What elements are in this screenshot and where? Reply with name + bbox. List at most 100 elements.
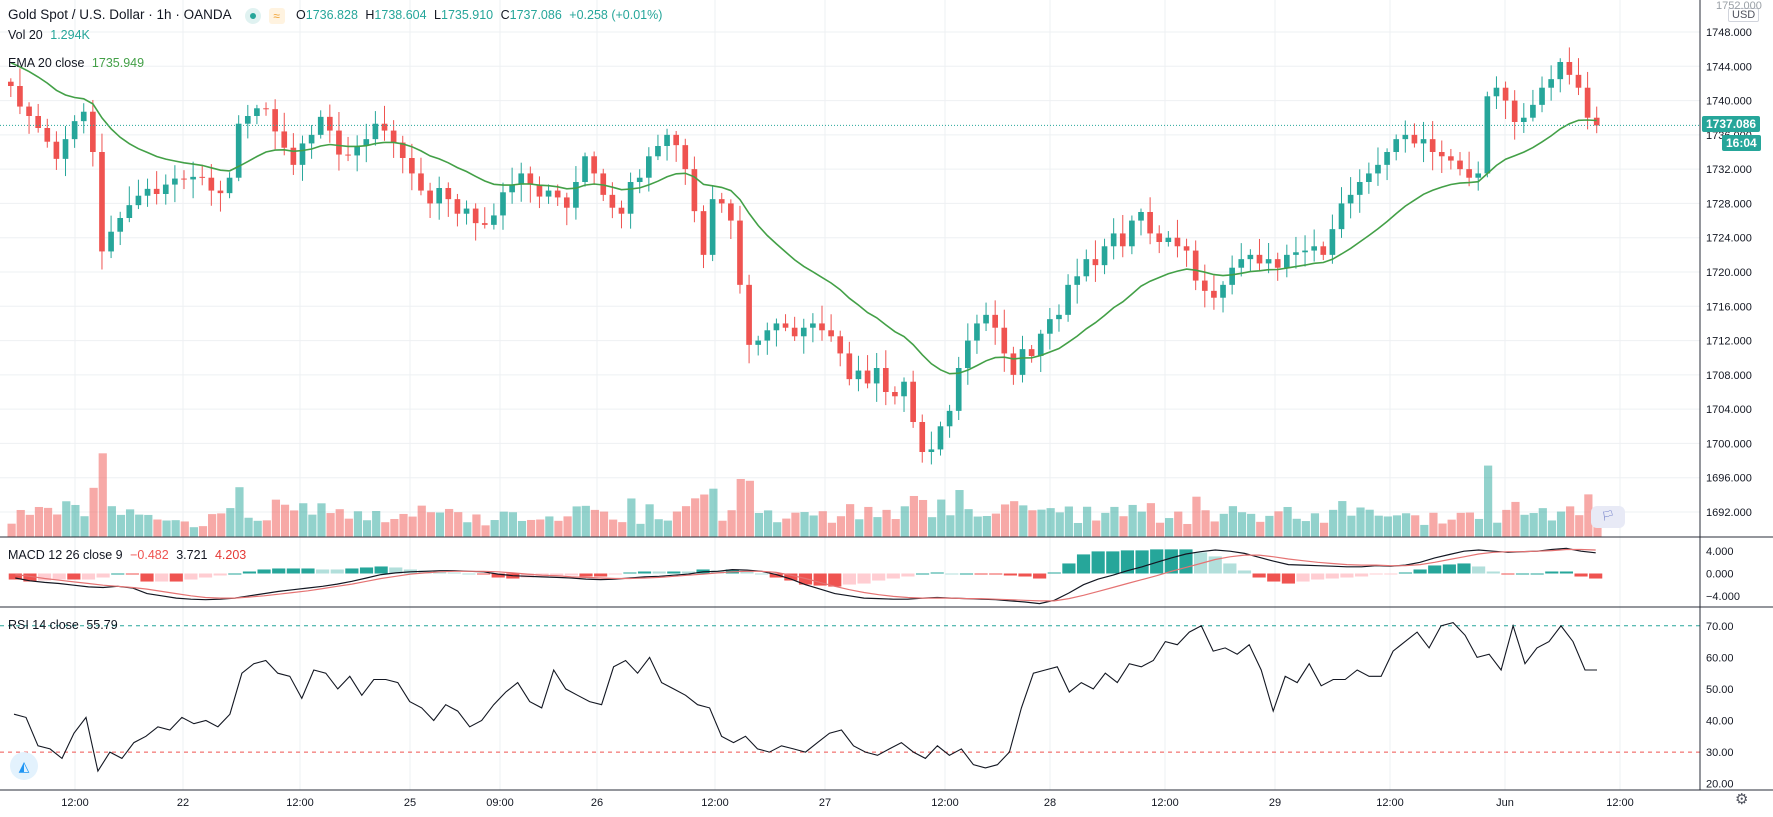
volume-bar <box>1237 512 1247 537</box>
macd-hist-bar <box>169 573 183 582</box>
volume-bar <box>262 520 271 537</box>
volume-bar <box>426 512 435 537</box>
volume-bar <box>882 509 891 537</box>
ema-legend[interactable]: EMA 20 close 1735.949 <box>8 56 148 70</box>
volume-bar <box>672 511 682 537</box>
macd-hist-bar <box>1311 573 1325 580</box>
macd-hist-bar <box>67 573 81 580</box>
candle-body <box>1557 62 1564 80</box>
volume-bar <box>180 521 189 537</box>
volume-bar <box>125 509 135 537</box>
price-tick-label: 1724.000 <box>1706 233 1752 245</box>
macd-hist-bar <box>872 573 886 581</box>
macd-hist-bar <box>1281 573 1295 584</box>
volume-bar <box>435 512 445 537</box>
macd-hist-bar <box>1252 573 1266 578</box>
candle-body <box>454 199 461 214</box>
macd-hist-bar <box>345 568 359 574</box>
volume-bar <box>1429 512 1438 537</box>
volume-bar <box>517 520 527 537</box>
candle-body <box>345 154 351 156</box>
macd-hist-bar <box>755 573 769 575</box>
volume-legend[interactable]: Vol 20 1.294K <box>8 28 94 42</box>
volume-bar <box>937 499 946 537</box>
volume-bar <box>700 494 709 537</box>
events-flag-icon[interactable]: 🏳 <box>1591 506 1625 528</box>
price-tick-label: 1732.000 <box>1706 164 1752 176</box>
volume-bar <box>499 511 508 537</box>
candle-body <box>709 199 716 255</box>
candle-body <box>1192 250 1199 281</box>
candle-body <box>35 116 41 128</box>
candle-body <box>1293 252 1299 255</box>
candle-body <box>1129 220 1135 247</box>
volume-bar <box>1338 501 1347 537</box>
candle-body <box>1056 314 1062 320</box>
candle-body <box>1238 259 1245 268</box>
candle-body <box>527 173 534 185</box>
tradingview-logo-icon[interactable]: ◭ <box>10 752 38 780</box>
candle-body <box>1229 267 1235 285</box>
volume-bar <box>189 527 198 537</box>
candle-body <box>354 146 360 156</box>
volume-bar <box>144 514 153 537</box>
candle-body <box>1484 96 1491 174</box>
volume-bar <box>1119 516 1128 537</box>
gear-icon[interactable]: ⚙ <box>1735 791 1749 808</box>
candle-body <box>1302 250 1308 253</box>
candle-body <box>1493 87 1500 97</box>
volume-bar <box>1146 503 1155 537</box>
volume-bar <box>900 506 909 537</box>
macd-hist-bar <box>1384 573 1398 575</box>
candle-body <box>1320 246 1327 255</box>
candle-body <box>1457 160 1463 170</box>
volume-bar <box>791 512 800 537</box>
time-tick-label: 29 <box>1269 797 1281 809</box>
volume-bar <box>472 514 481 537</box>
macd-hist-bar <box>1486 571 1500 574</box>
macd-hist-bar <box>711 570 725 574</box>
candle-body <box>864 370 871 384</box>
macd-hist-bar <box>418 570 432 574</box>
macd-hist-bar <box>257 569 271 574</box>
candles[interactable] <box>8 47 1600 465</box>
candle-body <box>1174 237 1181 247</box>
symbol-title[interactable]: Gold Spot / U.S. Dollar · 1h · OANDA <box>8 7 232 22</box>
macd-hist-bar <box>769 573 783 578</box>
rsi-legend[interactable]: RSI 14 close 55.79 <box>8 618 122 632</box>
volume-bar <box>846 504 855 537</box>
volume-bar <box>946 515 955 537</box>
candle-body <box>536 184 543 197</box>
macd-hist-bar <box>52 573 66 580</box>
candle-body <box>263 108 269 110</box>
candle-body <box>99 152 105 252</box>
candle-body <box>1438 152 1445 157</box>
volume-legend-value: 1.294K <box>50 28 90 42</box>
candle-body <box>545 190 552 197</box>
time-tick-label: 22 <box>177 797 189 809</box>
wave-icon[interactable]: ≈ <box>268 7 285 24</box>
candle-body <box>1165 237 1172 242</box>
last-price-badge: 1737.086 <box>1702 116 1761 133</box>
currency-label[interactable]: USD <box>1728 8 1760 22</box>
signal-line <box>15 548 1596 602</box>
volume-bar <box>1064 506 1073 537</box>
candle-body <box>755 340 762 345</box>
volume-bar <box>1110 506 1119 537</box>
volume-bar <box>1465 512 1474 537</box>
volume-bar <box>709 488 718 537</box>
candle-body <box>782 323 789 328</box>
volume-bar <box>1584 494 1593 537</box>
volume-bar <box>71 504 80 537</box>
volume-bar <box>1183 523 1192 537</box>
volume-bar <box>572 506 581 537</box>
candle-body <box>1211 290 1217 298</box>
macd-hist-bar <box>155 573 169 582</box>
macd-legend[interactable]: MACD 12 26 close 9 −0.482 3.721 4.203 <box>8 548 250 562</box>
candle-body <box>1420 139 1427 144</box>
low-label: L <box>434 8 441 22</box>
candle-body <box>1311 246 1317 251</box>
price-tick-label: 1708.000 <box>1706 370 1752 382</box>
macd-hist-bar <box>564 573 578 576</box>
